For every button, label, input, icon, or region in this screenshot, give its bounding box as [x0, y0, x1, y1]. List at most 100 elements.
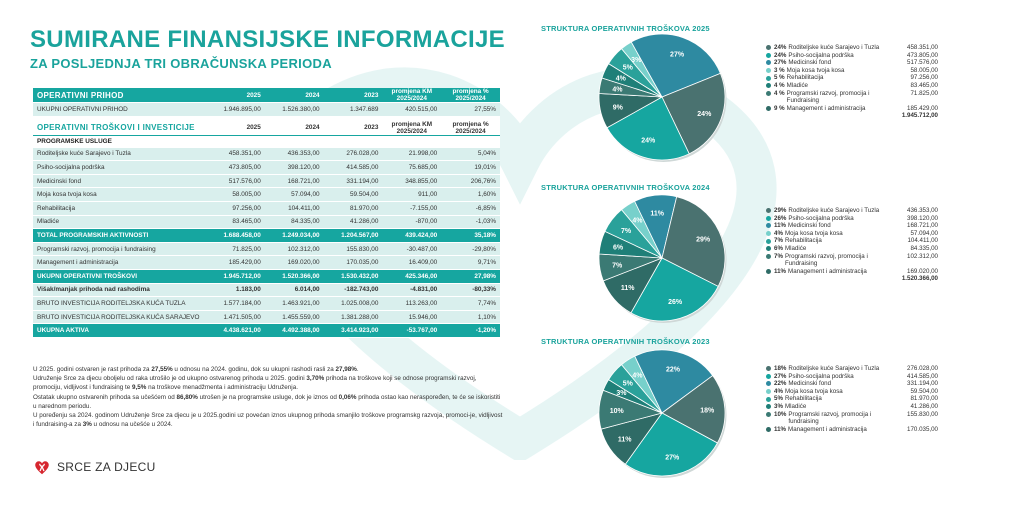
legend-value: 59.504,00	[910, 387, 938, 395]
legend-label: Rehabilitacija	[784, 237, 822, 245]
legend-item: 26% Psiho-socijalna podrška 398.120,00	[766, 215, 938, 223]
legend-value: 473.805,00	[907, 51, 938, 59]
table-cell	[264, 116, 324, 121]
legend-dot-icon	[766, 75, 771, 81]
legend-percent: 11%	[774, 267, 787, 275]
table-cell: 398.120,00	[264, 160, 324, 175]
note-text: U poređenju sa 2024. godinom Udruženje S…	[33, 412, 503, 429]
table-cell: 276.028,00	[323, 147, 383, 162]
legend-value: 398.120,00	[907, 214, 938, 222]
pie-title: STRUKTURA OPERATIVNIH TROŠKOVA 2023	[541, 337, 710, 346]
pie-slice	[630, 33, 721, 98]
note-text: prihoda na troškove koji se odnose progr…	[33, 375, 477, 392]
legend-dot-icon	[766, 396, 771, 402]
table-cell: -1,03%	[441, 215, 500, 230]
table-row: Višak/manjak prihoda nad rashodima 1.183,…	[33, 283, 500, 298]
table-cell: 2023	[323, 88, 383, 103]
pie-slice-label: 6%	[613, 244, 624, 251]
legend-percent: 11%	[774, 425, 787, 433]
table-cell: 1.520.366,00	[264, 269, 324, 284]
table-cell: 97.256,00	[206, 201, 265, 216]
legend-percent: 3 %	[774, 66, 785, 74]
legend-item: 9 % Management i administracija 185.429,00	[766, 105, 938, 113]
legend-percent: 11%	[774, 222, 787, 230]
note-highlight: 3%	[82, 421, 92, 429]
pie-slice	[634, 349, 714, 414]
table-cell: 458.351,00	[206, 147, 265, 162]
legend-dot-icon	[766, 208, 771, 214]
legend-value: 104.411,00	[907, 237, 938, 245]
table-cell: 58.005,00	[206, 187, 265, 202]
pie-legend: 24% Roditeljske kuće Sarajevo i Tuzla 458.…	[766, 44, 938, 120]
pie-slice-label: 3%	[631, 57, 642, 64]
table-cell: 27,55%	[441, 102, 500, 117]
table-cell: 185.429,00	[206, 255, 265, 270]
note-highlight: 27,55%	[151, 366, 173, 373]
pie-slice-label: 7%	[612, 262, 623, 269]
pie-slice-label: 9%	[613, 105, 624, 112]
table-cell: 414.585,00	[323, 160, 383, 175]
pie-slice-label: 26%	[668, 299, 683, 306]
row-label: Višak/manjak prihoda nad rashodima	[33, 283, 206, 298]
table-cell: 75.685,00	[382, 160, 442, 175]
legend-item: 4% Moja kosa tvoja kosa 59.504,00	[766, 388, 938, 396]
legend-value: 84.335,00	[910, 244, 938, 252]
legend-dot-icon	[766, 366, 771, 372]
table-cell: promjena % 2025/2024	[441, 120, 500, 136]
table-cell: 1.463.921,00	[264, 296, 324, 311]
legend-label: Mladiće	[784, 244, 807, 252]
table-cell: 71.825,00	[206, 242, 265, 257]
legend-dot-icon	[766, 52, 771, 58]
table-cell: 1,60%	[441, 187, 500, 202]
note-highlight: 86,80%	[176, 393, 198, 401]
legend-label: Roditeljske kuće Sarajevo i Tuzla	[788, 207, 880, 214]
legend-percent: 7%	[774, 237, 783, 245]
legend-percent: 4 %	[774, 89, 785, 97]
table-row: BRUTO INVESTICIJA RODITELJSKA KUĆA TUZLA…	[33, 296, 500, 311]
legend-item: 27% Medicinski fond 517.576,00	[766, 59, 938, 67]
pie-slice	[608, 364, 663, 414]
table-cell: 473.805,00	[206, 160, 265, 175]
legend-dot-icon	[766, 231, 771, 237]
table-cell: 2024	[264, 120, 324, 136]
legend-percent: 24%	[774, 51, 787, 59]
table-cell: 1.183,00	[206, 283, 265, 298]
table-cell: 2024	[264, 88, 324, 103]
pie-slice-label: 4%	[632, 217, 643, 224]
legend-label: Programski razvoj, promocija i Fundraisi…	[786, 89, 870, 105]
legend-item: 10% Programski razvoj, promocija i fundra…	[766, 411, 938, 426]
legend-item: 27% Psiho-socijalna podrška 414.585,00	[766, 373, 938, 381]
legend-dot-icon	[766, 411, 771, 417]
table-cell: 1.530.432,00	[323, 269, 383, 284]
legend-value: 81.970,00	[910, 395, 938, 403]
legend-value: 102.312,00	[907, 252, 938, 260]
legend-dot-icon	[766, 60, 771, 66]
legend-item: 5% Rehabilitacija 81.970,00	[766, 395, 938, 403]
legend-value: 83.465,00	[910, 81, 938, 89]
table-cell: -182.743,00	[323, 283, 383, 298]
table-cell: 102.312,00	[264, 242, 324, 257]
table-cell: 1.688.458,00	[206, 228, 265, 243]
table-cell: 83.465,00	[206, 215, 265, 230]
pie-chart: 4% 11% 29% 26% 11% 7% 6% 7%	[598, 194, 727, 323]
pie-slice-label: 11%	[621, 285, 635, 292]
row-label: UKUPNI OPERATIVNI TROŠKOVI	[33, 269, 206, 284]
row-label: UKUPNA AKTIVA	[33, 323, 206, 338]
table-cell: 6.014,00	[264, 283, 324, 298]
legend-dot-icon	[766, 389, 771, 395]
legend-dot-icon	[766, 373, 771, 379]
legend-label: Mladiće	[786, 81, 808, 89]
table-cell: 2025	[206, 120, 265, 136]
note-text: .	[356, 366, 359, 373]
legend-dot-icon	[766, 381, 771, 387]
legend-percent: 24%	[774, 44, 787, 51]
table-cell: -80,33%	[441, 283, 500, 298]
legend-percent: 3%	[774, 402, 783, 410]
legend-value: 436.353,00	[907, 207, 938, 214]
table-row: Roditeljske kuće Sarajevo i Tuzla 458.351…	[33, 147, 500, 162]
legend-percent: 4%	[774, 229, 783, 237]
legend-value: 57.094,00	[910, 229, 938, 237]
pie-slice-label: 11%	[650, 210, 664, 217]
pie-slice-label: 5%	[623, 65, 634, 72]
legend-dot-icon	[766, 404, 771, 410]
